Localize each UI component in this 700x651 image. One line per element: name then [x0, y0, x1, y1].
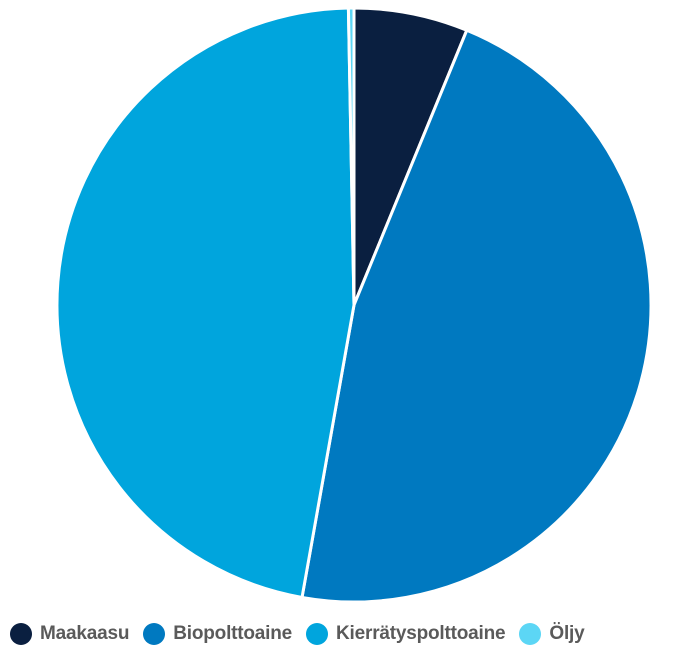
- pie-slice-biopolttoaine[interactable]: [300, 28, 653, 604]
- legend-label-maakaasu: Maakaasu: [40, 623, 130, 644]
- legend-swatch-kierratyspolttoaine: [306, 623, 329, 645]
- legend-item-biopolttoaine[interactable]: Biopolttoaine: [143, 623, 292, 645]
- legend-swatch-oljy: [519, 623, 542, 645]
- pie-slice-maakaasu[interactable]: [352, 6, 469, 307]
- legend-swatch-biopolttoaine: [143, 623, 166, 645]
- chart-legend: Maakaasu Biopolttoaine Kierrätyspolttoai…: [10, 620, 599, 648]
- legend-swatch-maakaasu: [10, 623, 32, 645]
- legend-label-kierratyspolttoaine: Kierrätyspolttoaine: [336, 623, 506, 644]
- pie-slice-kierratyspolttoaine[interactable]: [55, 6, 356, 599]
- legend-label-oljy: Öljy: [549, 623, 585, 644]
- legend-label-biopolttoaine: Biopolttoaine: [173, 623, 293, 644]
- legend-item-oljy[interactable]: Öljy: [519, 623, 585, 645]
- legend-item-maakaasu[interactable]: Maakaasu: [10, 623, 129, 645]
- pie-slice-oljy[interactable]: [346, 6, 356, 307]
- legend-item-kierratyspolttoaine[interactable]: Kierrätyspolttoaine: [306, 623, 506, 645]
